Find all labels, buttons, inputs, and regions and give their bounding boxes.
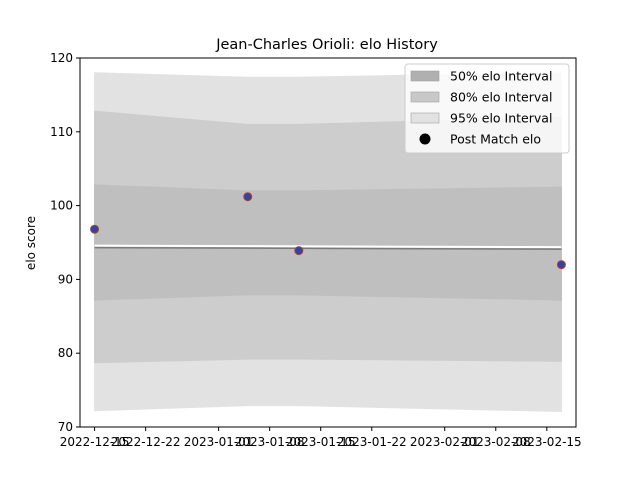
x-tick-label: 2023-02-08 (461, 435, 531, 449)
plot-frame (79, 57, 577, 428)
data-point (90, 224, 100, 234)
x-tick-label: 2023-01-15 (286, 435, 356, 449)
legend-marker (419, 133, 431, 145)
legend-label: 50% elo Interval (450, 69, 552, 84)
y-tick-label: 100 (50, 199, 73, 213)
legend-swatch (410, 70, 440, 82)
data-point (556, 260, 566, 270)
x-tick-label: 2023-01-22 (337, 435, 407, 449)
mean-lines (94, 244, 562, 250)
legend: 50% elo Interval 80% elo Interval 95% elo … (404, 63, 570, 154)
y-tick-label: 90 (58, 272, 73, 286)
y-tick-label: 110 (50, 125, 73, 139)
legend-label: 80% elo Interval (450, 90, 552, 105)
y-tick-label: 120 (50, 51, 73, 65)
x-tick-label: 2022-12-22 (111, 435, 181, 449)
x-tick-label: 2022-12-15 (60, 435, 130, 449)
legend-label: 95% elo Interval (450, 111, 552, 126)
band-50-interval (94, 184, 562, 301)
x-tick-label: 2023-02-15 (512, 435, 582, 449)
mean-line-highlight (94, 244, 562, 249)
x-tick-label: 2023-02-01 (410, 435, 480, 449)
legend-box (404, 63, 570, 154)
chart-title: Jean-Charles Orioli: elo History (215, 37, 438, 53)
legend-swatch (410, 91, 440, 103)
data-point (294, 246, 304, 256)
y-tick-label: 70 (58, 420, 73, 434)
y-tick-label: 80 (58, 346, 73, 360)
legend-swatch (410, 112, 440, 124)
data-points (90, 192, 566, 270)
data-point (243, 192, 253, 202)
legend-label: Post Match elo (450, 132, 541, 147)
y-axis-label: elo score (24, 216, 38, 270)
x-tick-label: 2023-01-08 (235, 435, 305, 449)
interval-bands (94, 72, 562, 413)
mean-elo-line (94, 246, 562, 250)
x-tick-label: 2023-01-01 (184, 435, 254, 449)
